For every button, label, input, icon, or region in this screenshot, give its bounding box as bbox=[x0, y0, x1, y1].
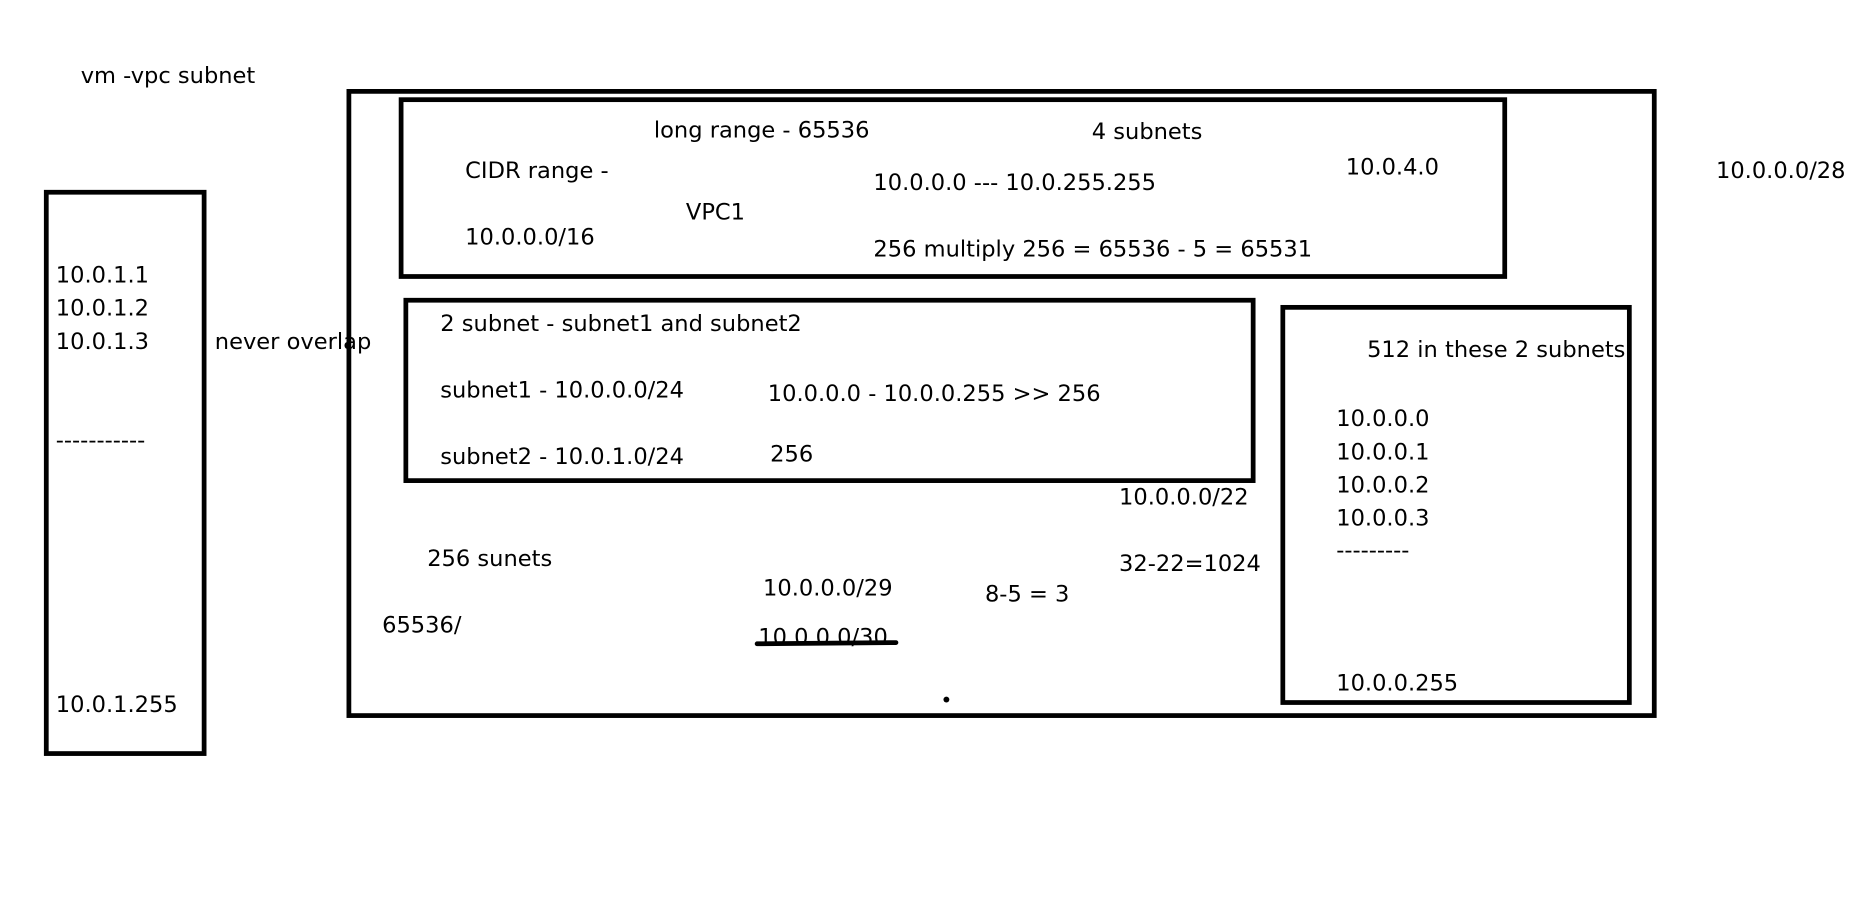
vm-ip: 10.0.1.3 bbox=[55, 328, 150, 355]
subnet2-count: 256 bbox=[770, 441, 814, 468]
subnet2-label: subnet2 - 10.0.1.0/24 bbox=[440, 443, 684, 470]
main-region-box bbox=[346, 89, 1657, 718]
ip-list-item: 10.0.0.3 bbox=[1336, 505, 1430, 532]
ip-list-separator: --------- bbox=[1336, 537, 1410, 564]
vpc-name: VPC1 bbox=[685, 199, 746, 226]
vm-ip: 10.0.1.2 bbox=[55, 295, 150, 322]
ip-list-title: 512 in these 2 subnets bbox=[1367, 337, 1626, 364]
note-calc3: 8-5 = 3 bbox=[984, 581, 1070, 608]
subnet1-range: 10.0.0.0 - 10.0.0.255 >> 256 bbox=[767, 380, 1101, 408]
ip-list-box bbox=[1280, 304, 1632, 705]
subnets-title: 2 subnet - subnet1 and subnet2 bbox=[440, 310, 802, 338]
subnet1-label: subnet1 - 10.0.0.0/24 bbox=[440, 377, 684, 404]
dot-mark bbox=[943, 696, 950, 703]
note-256-sunets: 256 sunets bbox=[427, 545, 553, 572]
cidr-label: CIDR range - bbox=[465, 157, 609, 184]
long-range: long range - 65536 bbox=[653, 117, 870, 144]
cidr-value: 10.0.0.0/16 bbox=[465, 224, 595, 251]
vm-ip-separator: ----------- bbox=[55, 427, 146, 454]
note-calc22: 32-22=1024 bbox=[1119, 550, 1261, 577]
page-title: vm -vpc subnet bbox=[80, 62, 256, 90]
subnets-box bbox=[403, 297, 1256, 483]
vpc-range: 10.0.0.0 --- 10.0.255.255 bbox=[873, 169, 1156, 196]
ip-list-item: 10.0.0.1 bbox=[1336, 439, 1430, 466]
ip-list-item: 10.0.0.0 bbox=[1336, 405, 1430, 432]
ip-list-item: 10.0.0.2 bbox=[1336, 472, 1430, 499]
vm-box bbox=[43, 189, 207, 756]
vm-ip-last: 10.0.1.255 bbox=[55, 691, 178, 718]
note-65536: 65536/ bbox=[382, 612, 462, 639]
ip-list-last: 10.0.0.255 bbox=[1336, 670, 1459, 697]
ip-10-0-4-0: 10.0.4.0 bbox=[1345, 154, 1439, 181]
vpc-box bbox=[398, 97, 1508, 279]
vpc-calc: 256 multiply 256 = 65536 - 5 = 65531 bbox=[873, 236, 1313, 263]
note-cidr29: 10.0.0.0/29 bbox=[763, 575, 893, 602]
note-cidr22: 10.0.0.0/22 bbox=[1119, 484, 1249, 511]
vm-ip: 10.0.1.1 bbox=[55, 262, 150, 289]
four-subnets: 4 subnets bbox=[1091, 118, 1203, 145]
never-overlap-note: never overlap bbox=[214, 328, 372, 355]
note-outside-cidr28: 10.0.0.0/28 bbox=[1715, 157, 1846, 184]
